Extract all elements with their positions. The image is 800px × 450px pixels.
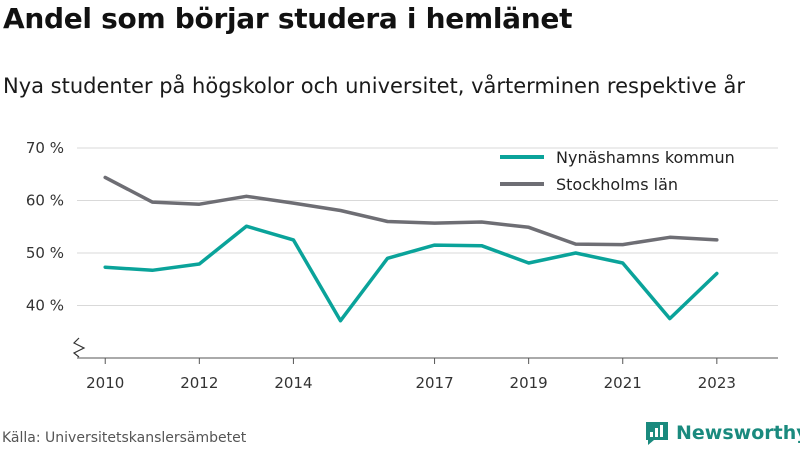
gridlines	[77, 147, 778, 306]
y-tick-label: 40 %	[26, 297, 64, 315]
legend: Nynäshamns kommun Stockholms län	[500, 148, 735, 194]
newsworthy-logo: Newsworthy	[644, 420, 800, 446]
x-tick-label: 2017	[415, 374, 453, 392]
x-tick-label: 2021	[604, 374, 642, 392]
x-tick-label: 2012	[180, 374, 218, 392]
x-tick-label: 2019	[510, 374, 548, 392]
series-line	[103, 224, 719, 323]
axis-break-icon	[72, 337, 86, 358]
newsworthy-logo-text: Newsworthy	[676, 422, 800, 444]
legend-label: Nynäshamns kommun	[556, 148, 735, 167]
legend-label: Stockholms län	[556, 175, 678, 194]
chart-title: Andel som börjar studera i hemlänet	[3, 2, 573, 35]
source-note: Källa: Universitetskanslersämbetet	[2, 430, 247, 446]
x-tick-label: 2010	[86, 374, 124, 392]
newsworthy-logo-icon	[646, 422, 668, 445]
x-tick-label: 2014	[274, 374, 312, 392]
x-tick-label: 2023	[698, 374, 736, 392]
y-tick-label: 70 %	[26, 139, 64, 157]
y-tick-label: 60 %	[26, 192, 64, 210]
y-tick-label: 50 %	[26, 244, 64, 262]
series-lines	[103, 175, 719, 323]
series-line	[103, 175, 719, 247]
axes: 40 % 50 % 60 % 70 % 2010 2012 2014 2017 2019 2021…	[26, 139, 778, 392]
chart-subtitle: Nya studenter på högskolor och universit…	[3, 74, 745, 98]
